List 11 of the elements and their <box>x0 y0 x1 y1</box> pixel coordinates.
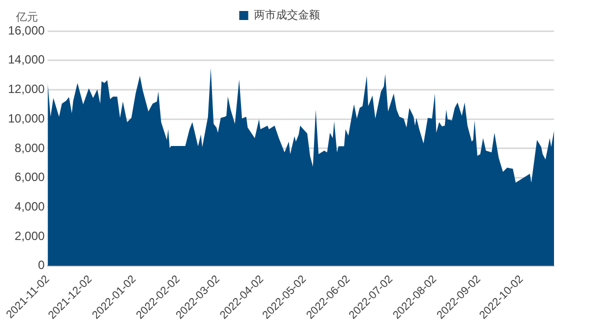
y-tick-label: 0 <box>38 258 46 272</box>
y-tick-label: 2,000 <box>14 228 46 243</box>
y-tick-label: 14,000 <box>8 52 46 67</box>
y-tick-label: 10,000 <box>8 111 46 126</box>
y-tick-label: 16,000 <box>8 23 46 38</box>
y-tick-label: 12,000 <box>8 82 46 96</box>
y-tick-label: 8,000 <box>14 140 46 155</box>
legend-label: 两市成交金额 <box>254 8 320 22</box>
y-tick-label: 6,000 <box>14 170 46 184</box>
y-tick-label: 4,000 <box>14 199 46 214</box>
y-axis-title: 亿元 <box>15 10 38 24</box>
